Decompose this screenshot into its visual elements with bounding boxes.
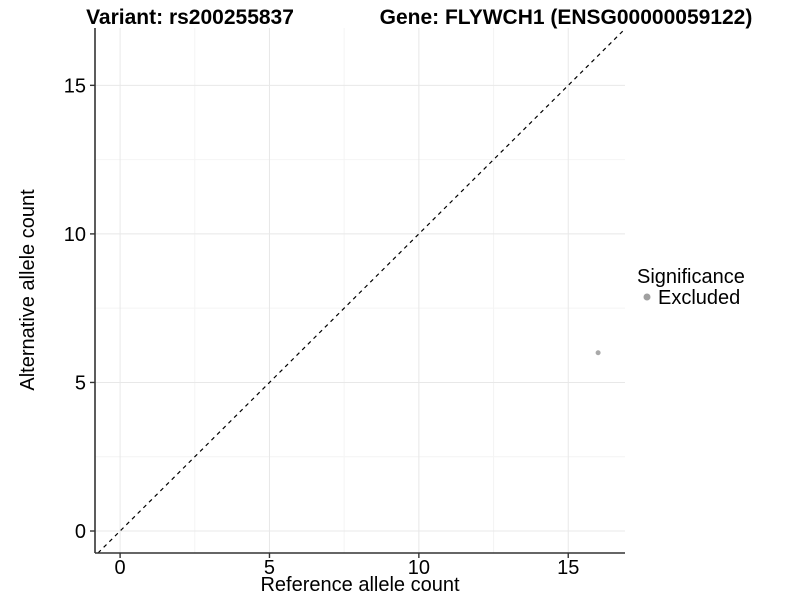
tick-marks [90, 84, 569, 558]
y-tick-label: 5 [75, 372, 86, 394]
plot-panel [95, 28, 625, 553]
legend-label-excluded: Excluded [658, 287, 740, 309]
legend-title: Significance [637, 266, 745, 288]
minor-gridlines [95, 28, 625, 553]
y-tick-label: 0 [75, 521, 86, 543]
identity-dashed-line [97, 28, 626, 554]
tick-labels: 0 5 10 15 0 5 10 15 [64, 75, 580, 579]
axis-lines [94, 28, 625, 554]
data-points [595, 350, 601, 356]
plot-title-variant: Variant: rs200255837 [86, 6, 294, 29]
legend: Significance Excluded [637, 266, 745, 309]
y-tick-label: 10 [64, 224, 86, 246]
y-axis-label: Alternative allele count [17, 189, 39, 391]
x-tick-label: 15 [557, 557, 579, 579]
x-tick-label: 0 [115, 557, 126, 579]
y-tick-label: 15 [64, 75, 86, 97]
plot-title-gene: Gene: FLYWCH1 (ENSG00000059122) [380, 6, 753, 29]
x-tick-label: 5 [264, 557, 275, 579]
data-point [595, 350, 601, 356]
x-axis-label: Reference allele count [260, 574, 459, 596]
major-gridlines [95, 28, 625, 553]
legend-marker-excluded-icon [643, 293, 651, 301]
x-tick-label: 10 [408, 557, 430, 579]
